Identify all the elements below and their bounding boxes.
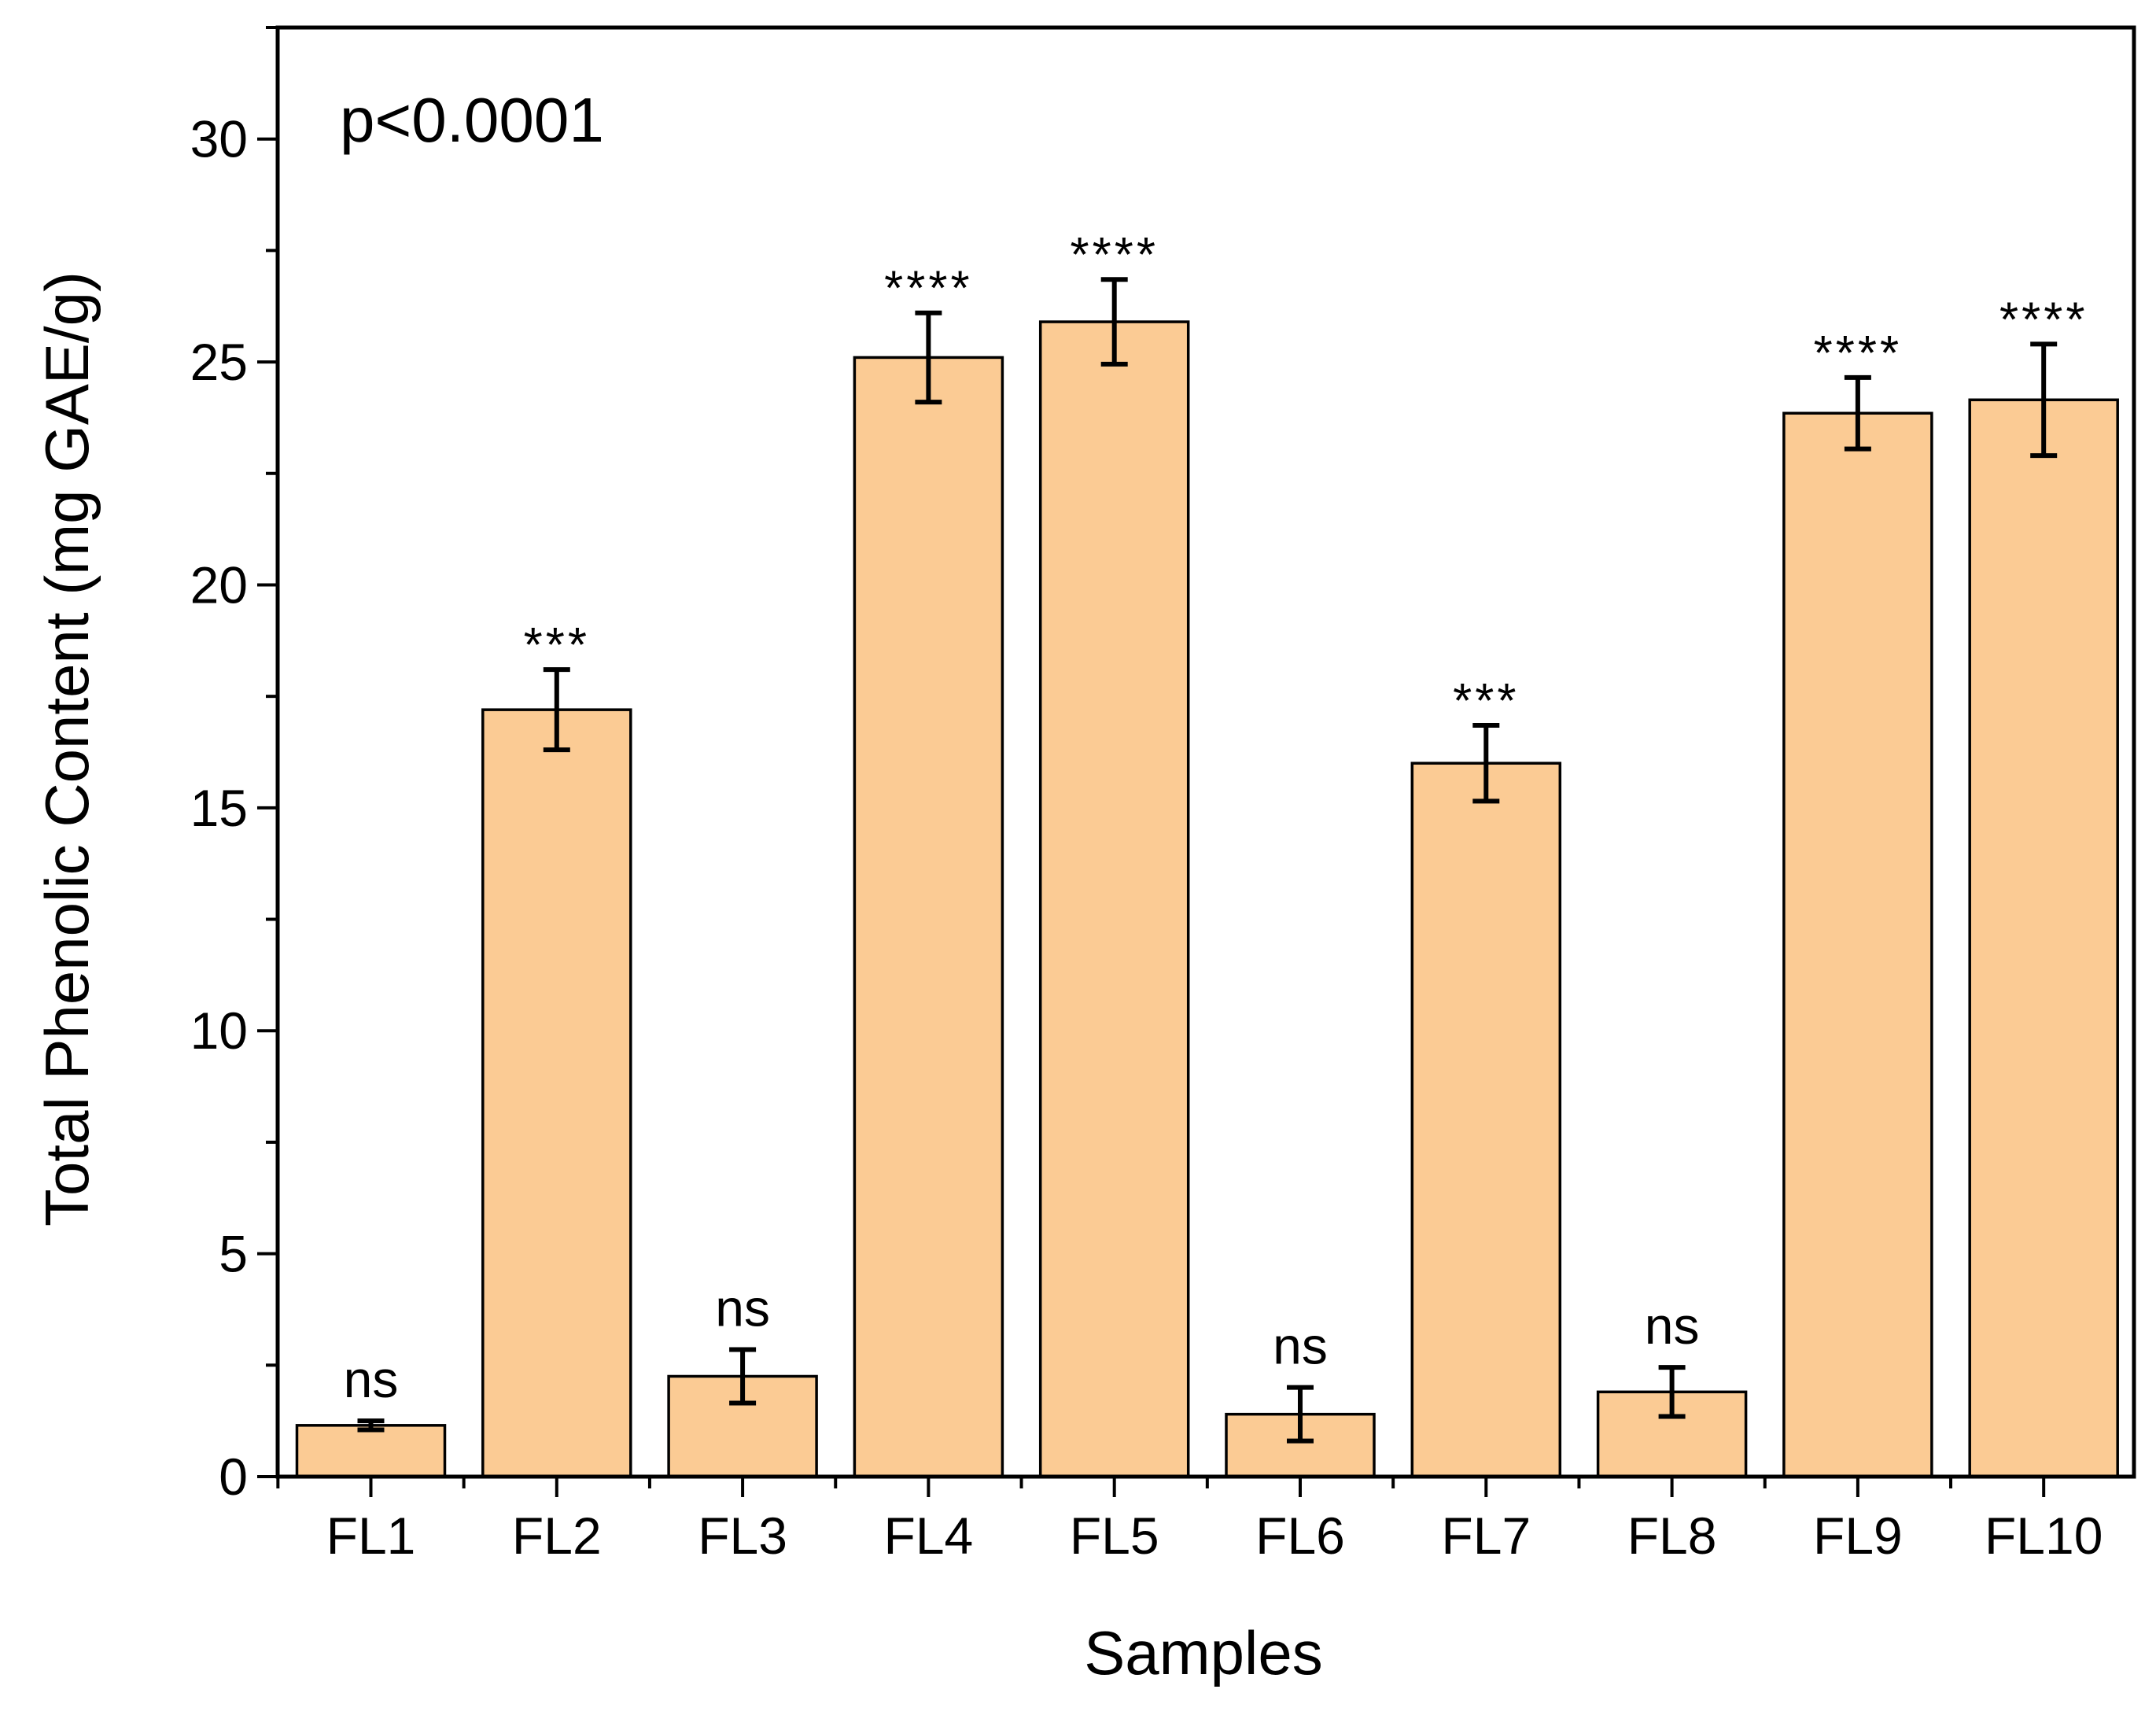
significance-label-FL5: **** [1070, 228, 1159, 282]
x-tick-label-FL9: FL9 [1813, 1507, 1903, 1565]
significance-label-FL4: **** [884, 262, 973, 316]
y-tick-label: 30 [190, 110, 248, 168]
bars-layer [295, 320, 2119, 1478]
axes-layer: 0 5 10 15 20 25 30 FL1 FL2 FL3 FL4 FL5 FL6 FL7 FL8 FL9 F… [190, 25, 2136, 1565]
bar-FL4 [853, 356, 1004, 1478]
y-tick-label: 20 [190, 555, 248, 614]
x-axis-title: Samples [1084, 1618, 1322, 1687]
bar-FL1 [295, 1424, 447, 1478]
y-axis-title: Total Phenolic Content (mg GAE/g) [32, 271, 101, 1226]
error-bars-layer [357, 277, 2058, 1444]
bar-FL9 [1782, 411, 1933, 1478]
significance-label-FL6: ns [1273, 1317, 1328, 1375]
x-tick-label-FL5: FL5 [1070, 1507, 1159, 1565]
significance-label-FL7: *** [1453, 674, 1519, 728]
significance-label-FL1: ns [344, 1350, 399, 1408]
significance-label-FL8: ns [1645, 1296, 1700, 1355]
x-tick-label-FL8: FL8 [1627, 1507, 1717, 1565]
bar-FL5 [1038, 320, 1190, 1478]
y-tick-label: 5 [219, 1225, 248, 1283]
x-tick-label-FL3: FL3 [698, 1507, 787, 1565]
x-tick-label-FL10: FL10 [1985, 1507, 2103, 1565]
y-tick-label: 0 [219, 1448, 248, 1506]
bar-FL10 [1968, 398, 2119, 1478]
significance-label-FL10: **** [1999, 293, 2088, 347]
x-tick-label-FL6: FL6 [1255, 1507, 1345, 1565]
y-tick-label: 15 [190, 779, 248, 837]
x-tick-label-FL2: FL2 [512, 1507, 602, 1565]
bar-FL7 [1410, 762, 1562, 1478]
bar-FL2 [481, 708, 632, 1478]
p-value-annotation: p<0.0001 [340, 85, 604, 155]
significance-label-FL2: *** [524, 618, 590, 673]
y-tick-label: 25 [190, 333, 248, 391]
x-tick-label-FL4: FL4 [884, 1507, 974, 1565]
x-tick-label-FL7: FL7 [1441, 1507, 1531, 1565]
y-tick-label: 10 [190, 1001, 248, 1060]
x-tick-label-FL1: FL1 [326, 1507, 416, 1565]
significance-label-FL3: ns [715, 1278, 770, 1337]
significance-labels-layer: ns *** ns **** **** ns *** ns **** **** [344, 228, 2088, 1408]
significance-label-FL9: **** [1814, 326, 1903, 381]
